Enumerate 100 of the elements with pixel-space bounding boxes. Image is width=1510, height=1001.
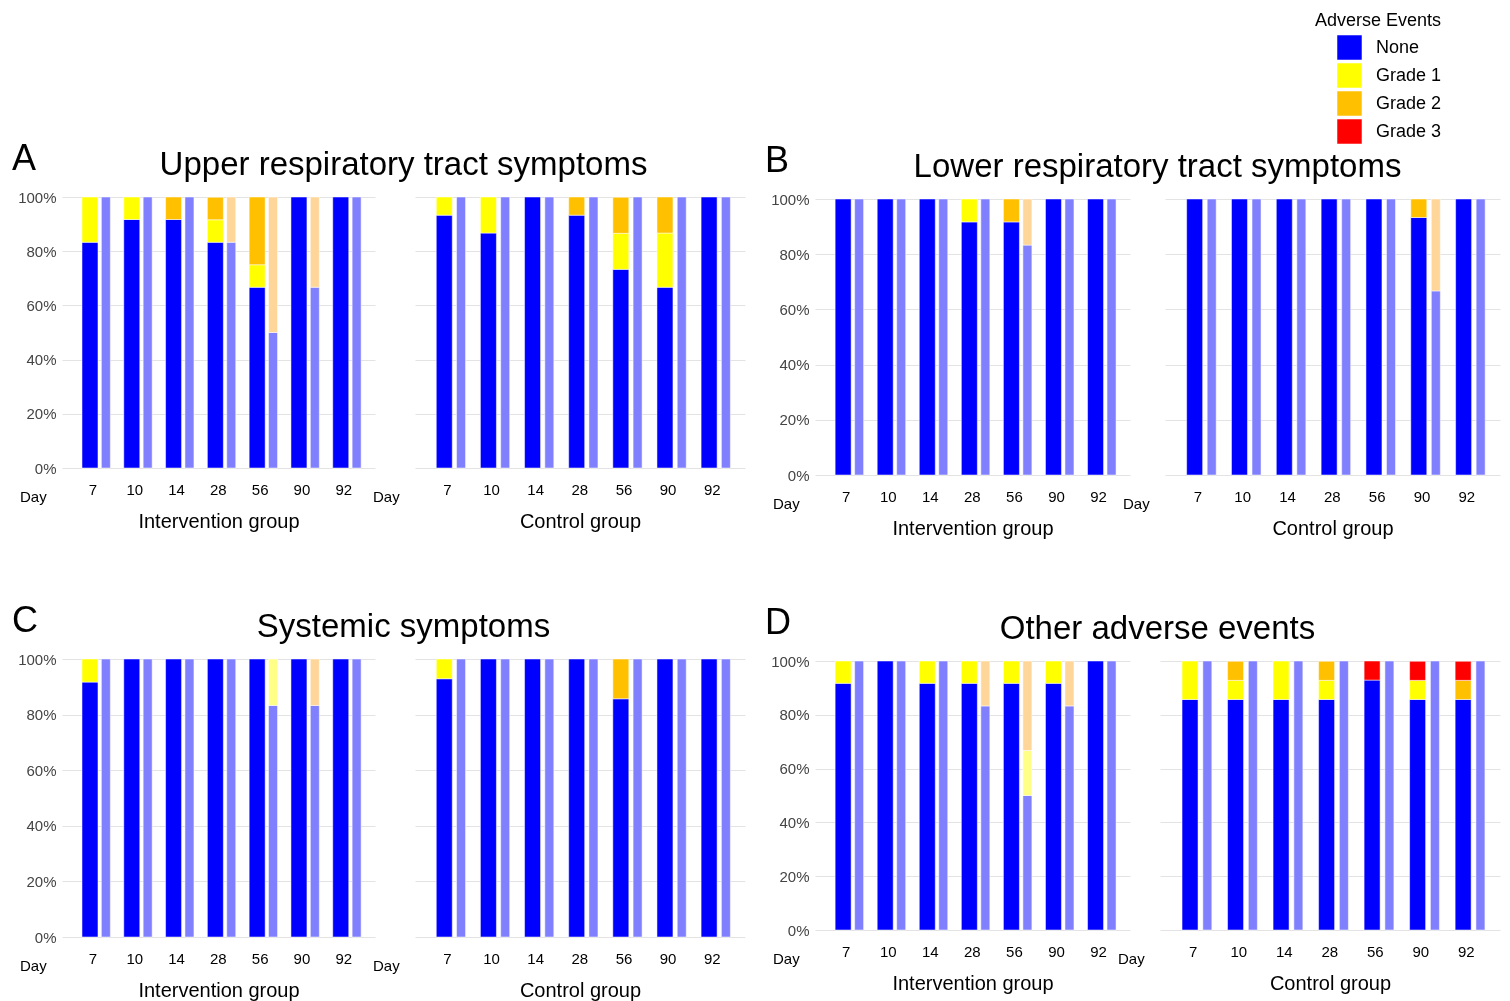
x-tick-label: 14 [921, 942, 939, 960]
x-tick-label: 92 [703, 480, 721, 498]
x-tick-label: 7 [841, 942, 851, 960]
y-tick-label: 80% [26, 706, 57, 724]
text: Day [1123, 495, 1150, 512]
legend-label: Grade 1 [1376, 64, 1442, 85]
x-tick-label: 14 [921, 487, 939, 505]
x-tick-label: 90 [293, 480, 311, 498]
x-tick-label: 14 [1275, 942, 1293, 960]
x-tick-label: 56 [251, 480, 269, 498]
x-axis-title: Intervention group [892, 516, 1054, 539]
x-tick-label: 90 [1048, 487, 1065, 505]
y-tick-label: 0% [34, 459, 57, 477]
text: Day [773, 950, 800, 967]
x-tick-label: 10 [1230, 942, 1248, 960]
y-tick-label: 40% [779, 356, 810, 374]
y-tick-label: 0% [787, 921, 810, 939]
x-tick-label: 28 [571, 949, 589, 967]
x-axis-title: Intervention group [138, 978, 300, 1001]
x-tick-label: 90 [1412, 942, 1430, 960]
text: D [765, 601, 791, 643]
x-tick-label: 92 [1090, 942, 1107, 960]
x-tick-label: 92 [1458, 487, 1476, 505]
x-tick-label: 92 [1458, 942, 1475, 960]
x-axis-title: Intervention group [138, 509, 300, 532]
x-tick-label: 90 [1413, 487, 1431, 505]
text: B [765, 139, 790, 181]
text: Day [20, 957, 47, 974]
y-tick-label: 80% [779, 245, 810, 263]
x-tick-label: 90 [1048, 942, 1065, 960]
x-tick-label: 7 [443, 949, 452, 967]
x-tick-label: 92 [703, 949, 721, 967]
legend-label: Grade 2 [1376, 92, 1442, 113]
y-tick-label: 100% [18, 188, 57, 206]
x-tick-label: 56 [615, 480, 633, 498]
y-tick-label: 0% [787, 466, 810, 484]
legend-label: None [1376, 36, 1420, 57]
text: C [12, 599, 38, 641]
x-axis-title: Intervention group [892, 971, 1054, 994]
x-tick-label: 28 [1321, 942, 1339, 960]
y-tick-label: 80% [779, 706, 810, 724]
x-tick-label: 56 [1366, 942, 1384, 960]
x-tick-label: 14 [168, 480, 185, 498]
x-tick-label: 7 [88, 949, 98, 967]
legend-label: Grade 3 [1376, 120, 1442, 141]
x-tick-label: 10 [126, 949, 144, 967]
x-tick-label: 14 [168, 949, 185, 967]
x-tick-label: 90 [659, 480, 677, 498]
chart-title: Systemic symptoms [255, 607, 552, 645]
x-tick-label: 56 [1006, 487, 1023, 505]
y-tick-label: 100% [771, 652, 810, 670]
text: Day [373, 957, 400, 974]
x-tick-label: 92 [1090, 487, 1107, 505]
y-tick-label: 0% [34, 928, 57, 946]
y-tick-label: 20% [779, 867, 810, 885]
x-tick-label: 92 [335, 949, 353, 967]
y-tick-label: 20% [779, 411, 810, 429]
y-tick-label: 60% [779, 760, 810, 778]
x-tick-label: 56 [251, 949, 269, 967]
x-tick-label: 7 [88, 480, 98, 498]
y-tick-label: 40% [779, 813, 810, 831]
x-tick-label: 90 [293, 949, 311, 967]
x-tick-label: 56 [615, 949, 633, 967]
x-tick-label: 92 [335, 480, 353, 498]
x-tick-label: 10 [879, 487, 897, 505]
y-tick-label: 60% [26, 761, 57, 779]
x-tick-label: 28 [210, 949, 227, 967]
text: Day [20, 488, 47, 505]
x-tick-label: 7 [1189, 942, 1198, 960]
x-tick-label: 10 [1234, 487, 1252, 505]
x-tick-label: 7 [841, 487, 851, 505]
y-tick-label: 60% [26, 296, 57, 314]
x-tick-label: 14 [527, 949, 545, 967]
x-tick-label: 10 [483, 949, 500, 967]
x-tick-label: 10 [126, 480, 144, 498]
x-tick-label: 28 [964, 487, 981, 505]
x-tick-label: 7 [1193, 487, 1203, 505]
x-tick-label: 14 [1279, 487, 1296, 505]
y-tick-label: 100% [771, 190, 810, 208]
x-axis-title: Control group [519, 978, 642, 1001]
text: Day [773, 495, 800, 512]
x-tick-label: 28 [964, 942, 981, 960]
x-tick-label: 28 [571, 480, 589, 498]
y-tick-label: 100% [18, 650, 57, 668]
y-tick-label: 40% [26, 817, 57, 835]
x-tick-label: 14 [527, 480, 545, 498]
x-tick-label: 28 [1323, 487, 1341, 505]
x-axis-title: Control group [519, 509, 642, 532]
x-tick-label: 90 [659, 949, 677, 967]
y-tick-label: 40% [26, 351, 57, 369]
x-axis-title: Control group [1269, 971, 1392, 994]
x-tick-label: 56 [1006, 942, 1023, 960]
chart-title: Other adverse events [998, 609, 1317, 647]
legend-title: Adverse Events [1314, 10, 1441, 30]
y-tick-label: 80% [26, 242, 57, 260]
x-tick-label: 10 [879, 942, 897, 960]
x-tick-label: 10 [483, 480, 500, 498]
chart-title: Lower respiratory tract symptoms [912, 147, 1403, 185]
text: Day [1118, 950, 1145, 967]
y-tick-label: 60% [779, 300, 810, 318]
